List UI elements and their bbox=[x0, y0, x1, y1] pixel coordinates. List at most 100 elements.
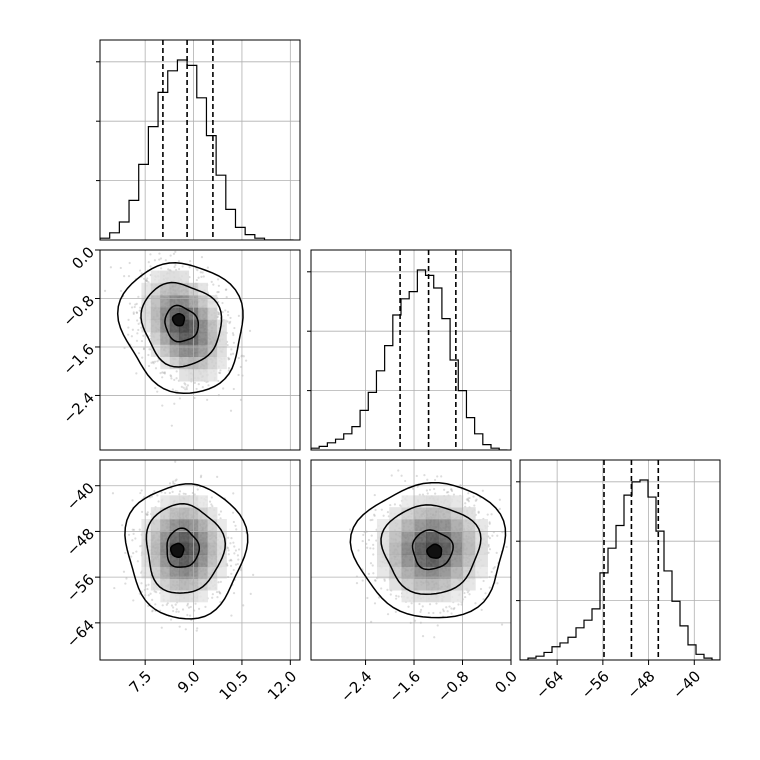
scatter-point bbox=[373, 514, 376, 517]
scatter-point bbox=[170, 604, 174, 607]
scatter-point bbox=[232, 341, 236, 344]
density-cell bbox=[216, 554, 227, 567]
scatter-point bbox=[386, 588, 389, 591]
density-cell bbox=[216, 356, 227, 370]
scatter-point bbox=[211, 596, 214, 599]
scatter-point bbox=[147, 364, 151, 368]
scatter-point bbox=[382, 514, 385, 517]
density-cell bbox=[150, 542, 161, 555]
density-cell bbox=[150, 344, 161, 357]
scatter-point bbox=[232, 492, 235, 495]
density-cell bbox=[179, 368, 190, 382]
scatter-point bbox=[230, 614, 233, 617]
scatter-point bbox=[155, 590, 158, 594]
scatter-point bbox=[231, 332, 235, 335]
scatter-point bbox=[404, 479, 407, 483]
scatter-point bbox=[500, 623, 504, 626]
scatter-panel-1 bbox=[99, 459, 301, 661]
density-cell bbox=[198, 566, 208, 579]
scatter-point bbox=[151, 598, 154, 601]
scatter-point bbox=[178, 397, 181, 400]
scatter-point bbox=[175, 377, 178, 380]
density-cell bbox=[198, 307, 208, 321]
scatter-point bbox=[119, 289, 123, 293]
scatter-point bbox=[495, 551, 498, 555]
scatter-point bbox=[127, 533, 131, 536]
scatter-point bbox=[484, 592, 487, 595]
scatter-point bbox=[145, 584, 148, 587]
scatter-point bbox=[231, 511, 235, 514]
scatter-point bbox=[452, 493, 456, 496]
scatter-point bbox=[184, 492, 187, 496]
density-cell bbox=[179, 578, 190, 591]
scatter-point bbox=[487, 543, 490, 546]
scatter-point bbox=[239, 398, 243, 401]
scatter-point bbox=[371, 518, 374, 521]
scatter-point bbox=[134, 303, 137, 306]
scatter-point bbox=[415, 474, 418, 478]
density-cell bbox=[150, 530, 161, 544]
density-cell bbox=[198, 368, 208, 382]
density-cell bbox=[198, 519, 208, 532]
scatter-point bbox=[229, 558, 233, 561]
scatter-point bbox=[488, 537, 492, 540]
scatter-point bbox=[138, 309, 141, 312]
density-cell bbox=[169, 578, 180, 591]
density-cell bbox=[207, 331, 218, 345]
scatter-point bbox=[217, 581, 220, 584]
density-cell bbox=[179, 307, 190, 321]
scatter-point bbox=[159, 372, 162, 375]
scatter-point bbox=[232, 520, 235, 524]
scatter-point bbox=[249, 592, 252, 596]
scatter-point bbox=[369, 547, 372, 550]
scatter-point bbox=[239, 365, 242, 369]
density-cell bbox=[169, 554, 180, 567]
density-cell bbox=[169, 495, 180, 508]
scatter-point bbox=[426, 478, 429, 481]
scatter-point bbox=[477, 511, 480, 514]
scatter-point bbox=[377, 596, 381, 599]
scatter-point bbox=[206, 266, 209, 269]
scatter-point bbox=[161, 376, 164, 379]
scatter-point bbox=[165, 603, 168, 606]
scatter-point bbox=[448, 605, 451, 608]
scatter-point bbox=[124, 582, 127, 585]
scatter-point bbox=[149, 253, 152, 256]
scatter-point bbox=[123, 274, 126, 278]
scatter-point bbox=[159, 257, 163, 260]
density-cell bbox=[216, 530, 227, 544]
scatter-point bbox=[130, 335, 133, 338]
scatter-point bbox=[226, 343, 229, 347]
scatter-point bbox=[187, 606, 191, 609]
scatter-point bbox=[164, 491, 167, 495]
scatter-point bbox=[410, 602, 413, 605]
scatter-point bbox=[217, 290, 220, 294]
scatter-point bbox=[139, 306, 142, 309]
hist-panel-2 bbox=[516, 459, 721, 661]
scatter-point bbox=[242, 604, 245, 607]
scatter-point bbox=[153, 259, 157, 262]
scatter-point bbox=[464, 502, 467, 505]
scatter-point bbox=[230, 572, 233, 575]
scatter-point bbox=[355, 582, 359, 585]
density-cell bbox=[198, 344, 208, 357]
scatter-point bbox=[486, 513, 489, 516]
contour-39pct bbox=[166, 527, 201, 568]
scatter-point bbox=[175, 478, 178, 481]
scatter-point bbox=[225, 288, 228, 291]
scatter-point bbox=[432, 611, 435, 615]
density-cell bbox=[169, 319, 180, 333]
scatter-point bbox=[172, 482, 175, 485]
scatter-point bbox=[496, 582, 499, 585]
density-cell bbox=[169, 530, 180, 544]
density-cell bbox=[216, 519, 227, 532]
scatter-point bbox=[128, 261, 131, 265]
scatter-point bbox=[236, 562, 239, 566]
density-cell bbox=[198, 542, 208, 555]
scatter-point bbox=[505, 545, 508, 549]
density-cell bbox=[160, 295, 171, 308]
scatter-point bbox=[139, 269, 142, 272]
scatter-point bbox=[212, 283, 215, 286]
scatter-point bbox=[145, 280, 149, 283]
